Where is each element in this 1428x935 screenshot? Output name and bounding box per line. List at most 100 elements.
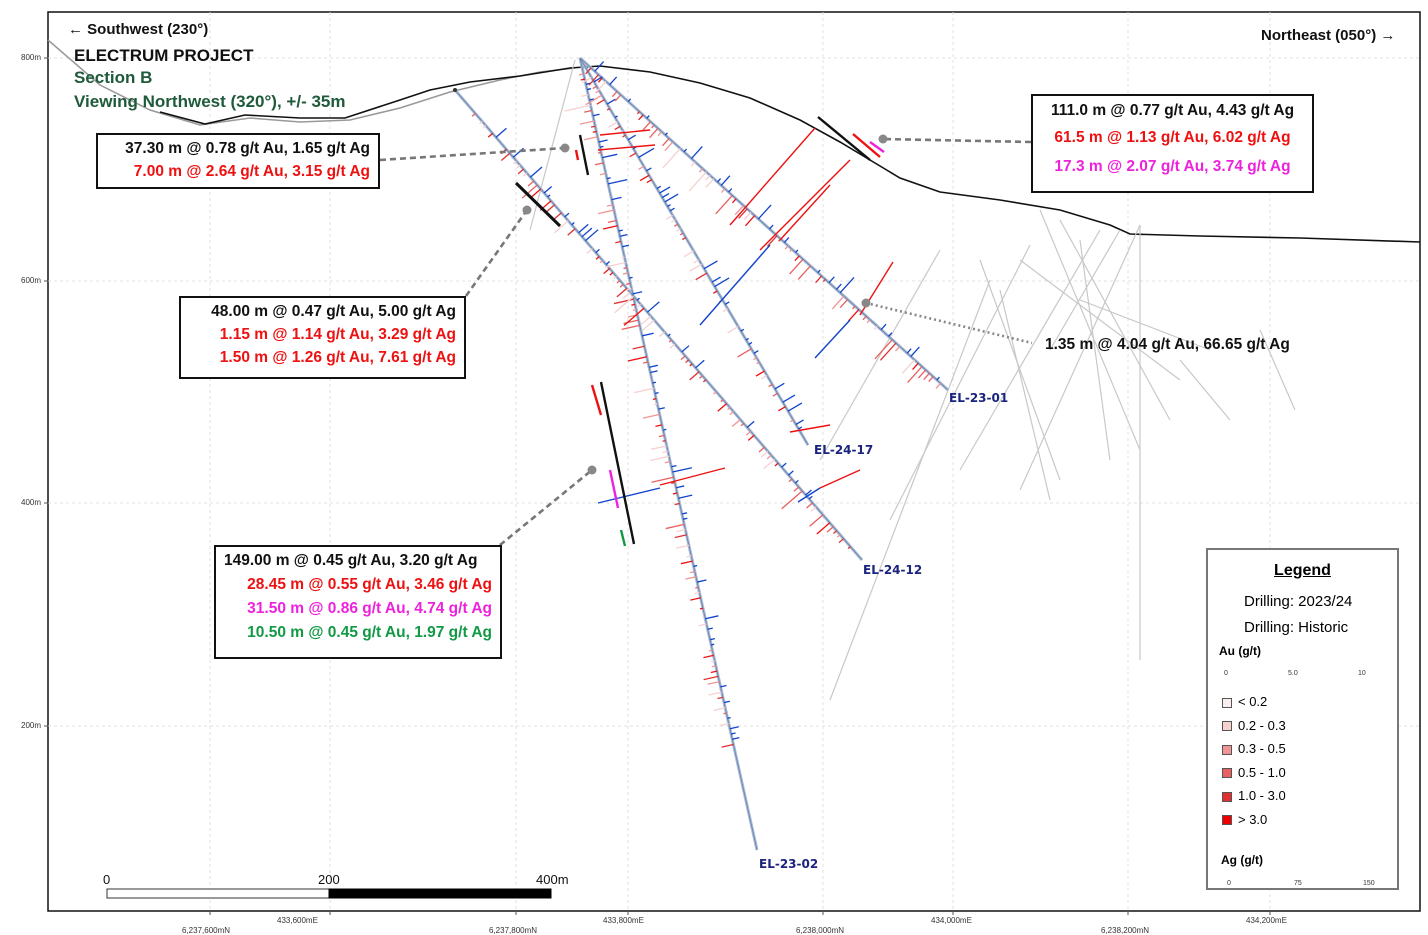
au-assay-bar [662, 439, 666, 442]
au-assay-bar [688, 171, 707, 192]
au-assay-bar [738, 208, 748, 219]
au-assay-bar [607, 219, 617, 224]
ag-assay-bar [605, 260, 611, 265]
au-assay-bar [527, 180, 535, 187]
au-assay-bar [729, 411, 734, 416]
au-assay-bar [698, 623, 707, 627]
au-assay-bar [521, 184, 538, 199]
leader-dots [522, 134, 888, 475]
hole-label-el-24-17: EL-24-17 [814, 443, 874, 457]
au-assay-bar [719, 722, 729, 727]
au-assay-bar [590, 125, 596, 128]
au-assay-bar [681, 237, 687, 241]
legend-au-class: 0.2 - 0.3 [1222, 718, 1286, 733]
ag-assay-bar [627, 134, 636, 141]
au-assay-bar [838, 538, 844, 544]
ag-assay-bar [696, 579, 707, 583]
au-assay-bar [621, 256, 625, 259]
au-assay-bar [614, 295, 635, 314]
legend-swatch [1222, 744, 1232, 755]
ag-assay-bar [599, 145, 604, 148]
intercept-line: 7.00 m @ 2.64 g/t Au, 3.15 g/t Ag [133, 163, 370, 180]
legend-swatch [1222, 697, 1232, 708]
ag-assay-bar [619, 233, 628, 237]
au-assay-bar [673, 223, 679, 227]
au-assay-bar [690, 161, 696, 167]
au-assay-bar [658, 331, 666, 338]
elevation-label-400: 400m [21, 498, 42, 507]
intercept-line: 31.50 m @ 0.86 g/t Au, 4.74 g/t Ag [247, 600, 492, 617]
au-assay-bar [623, 267, 628, 270]
ag-assay-bar [746, 420, 755, 428]
scale-label: 200 [318, 872, 340, 887]
au-assay-bar [705, 178, 715, 188]
au-assay-bar [674, 502, 680, 506]
intercept-label-4: 1.35 m @ 4.04 g/t Au, 66.65 g/t Ag [1045, 336, 1290, 353]
au-assay-bar [679, 232, 684, 236]
au-assay-bar [698, 375, 703, 379]
ag-assay-bar [769, 224, 774, 230]
legend-title: Legend [1274, 562, 1331, 579]
au-assay-bar [737, 348, 752, 358]
au-assay-bar [793, 486, 800, 492]
au-assay-bar [585, 67, 592, 75]
ag-assay-bar [646, 301, 660, 313]
intercept-box-2: 111.0 m @ 0.77 g/t Au, 4.43 g/t Ag 61.5 … [1031, 94, 1314, 193]
legend-swatch [1222, 791, 1232, 802]
ag-assay-bar [795, 419, 804, 426]
ag-assay-bar [728, 188, 733, 193]
ag-assay-bar [711, 643, 715, 646]
ag-assay-bar [529, 166, 543, 178]
ag-assay-bar [682, 517, 688, 520]
elevation-label-600: 600m [21, 276, 42, 285]
au-assay-bar [588, 74, 599, 86]
ag-assay-bar [652, 381, 657, 384]
au-assay-bar [650, 445, 667, 450]
au-assay-bar [614, 94, 622, 102]
hole-label-el-23-01: EL-23-01 [949, 391, 1009, 405]
ag-assay-bar [581, 227, 593, 238]
ag-assay-bar [661, 193, 670, 199]
au-assay-bar [629, 152, 637, 158]
au-assay-bar [598, 209, 615, 215]
au-assay-bar [611, 91, 618, 98]
ag-assay-bar [720, 684, 727, 688]
historic-topography [47, 39, 576, 126]
ag-assay-bar [671, 465, 677, 468]
au-assay-bar [642, 121, 652, 131]
ag-assay-bar [632, 291, 643, 295]
ag-assay-bar [607, 178, 628, 185]
au-assay-bar [655, 424, 663, 427]
au-assay-bar [703, 654, 714, 659]
ag-assay-bar [723, 700, 730, 704]
au-assay-bar [616, 279, 621, 284]
ag-assay-bar [782, 394, 796, 403]
au-assay-bar [584, 109, 592, 113]
ag-assay-bar [783, 237, 790, 243]
au-assay-bar [707, 680, 720, 685]
au-assay-bar [693, 259, 700, 264]
au-assay-bar [640, 315, 652, 326]
easting-label: 433,600mE [277, 916, 318, 925]
au-assay-bar [866, 319, 871, 324]
au-assay-bar [935, 382, 942, 389]
northing-label: 6,238,000mN [796, 926, 845, 935]
project-title: ELECTRUM PROJECT [74, 46, 254, 65]
ag-assay-bar [753, 350, 759, 354]
au-assay-bar [879, 342, 897, 361]
au-assay-bar [680, 355, 686, 361]
au-assay-bar [627, 356, 647, 362]
au-assay-bar [608, 121, 618, 128]
au-assay-bar [599, 260, 604, 264]
ag-assay-bar [543, 186, 553, 194]
au-assay-bar [712, 290, 718, 294]
legend-class-label: 1.0 - 3.0 [1238, 788, 1286, 803]
intercept-line: 61.5 m @ 1.13 g/t Au, 6.02 g/t Ag [1054, 129, 1291, 146]
intercept-line: 1.50 m @ 1.26 g/t Au, 7.61 g/t Ag [219, 349, 456, 366]
ag-assay-bar [720, 175, 731, 186]
au-assay-bar [613, 298, 635, 305]
au-assay-bar [794, 255, 800, 262]
au-assay-bar [774, 462, 779, 467]
au-assay-bar [638, 165, 645, 171]
au-assay-bar [622, 134, 626, 138]
